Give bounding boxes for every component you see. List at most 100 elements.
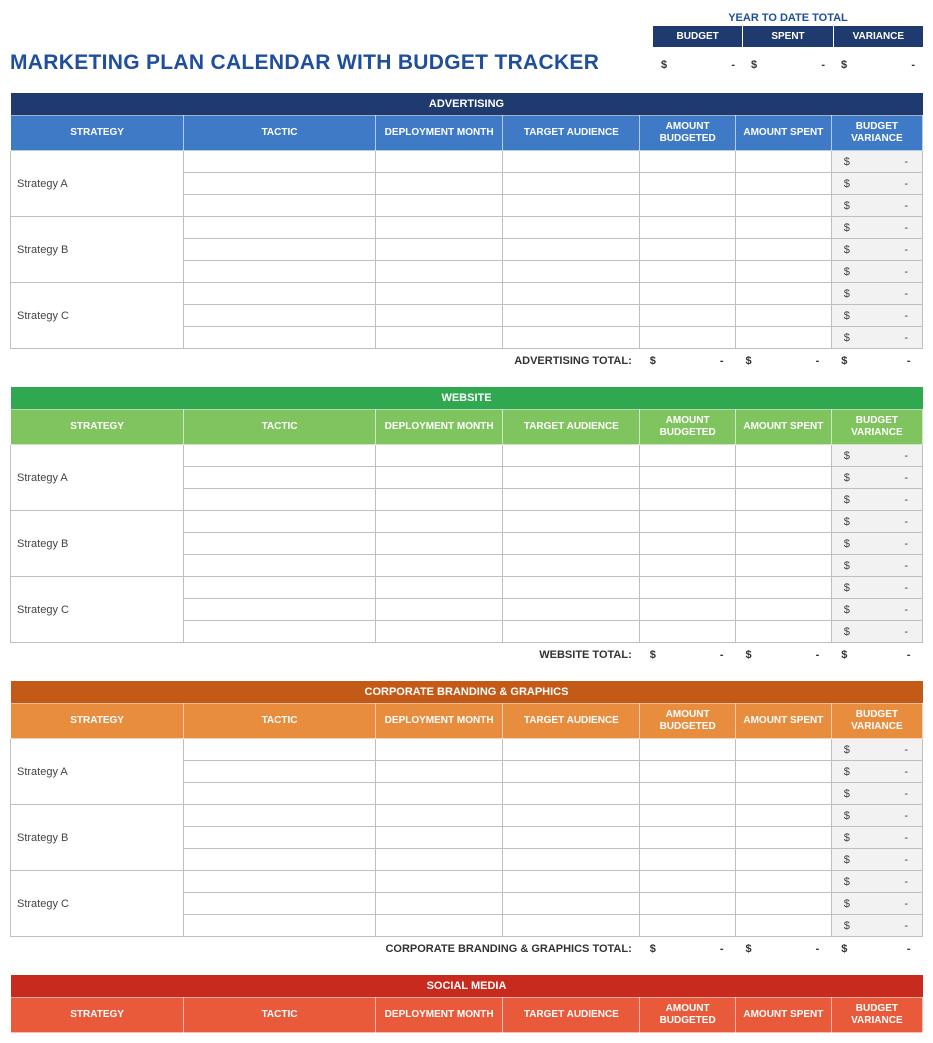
budgeted-cell[interactable] [640,599,736,621]
variance-cell[interactable]: $- [831,783,922,805]
budgeted-cell[interactable] [640,239,736,261]
money-cell[interactable]: $- [736,349,832,370]
tactic-cell[interactable] [184,217,376,239]
variance-cell[interactable]: $- [831,915,922,937]
audience-cell[interactable] [503,739,640,761]
money-cell[interactable]: $- [640,937,736,958]
strategy-cell[interactable]: Strategy B [11,217,184,283]
tactic-cell[interactable] [184,783,376,805]
spent-cell[interactable] [736,827,832,849]
audience-cell[interactable] [503,283,640,305]
audience-cell[interactable] [503,761,640,783]
deployment-cell[interactable] [375,217,503,239]
variance-cell[interactable]: $- [831,533,922,555]
variance-cell[interactable]: $- [831,327,922,349]
deployment-cell[interactable] [375,783,503,805]
variance-cell[interactable]: $- [831,577,922,599]
spent-cell[interactable] [736,195,832,217]
variance-cell[interactable]: $- [831,805,922,827]
audience-cell[interactable] [503,305,640,327]
money-cell[interactable]: $- [831,643,922,664]
spent-cell[interactable] [736,511,832,533]
tactic-cell[interactable] [184,555,376,577]
variance-cell[interactable]: $- [831,151,922,173]
variance-cell[interactable]: $- [831,599,922,621]
deployment-cell[interactable] [375,761,503,783]
tactic-cell[interactable] [184,739,376,761]
budgeted-cell[interactable] [640,739,736,761]
deployment-cell[interactable] [375,893,503,915]
audience-cell[interactable] [503,217,640,239]
tactic-cell[interactable] [184,173,376,195]
audience-cell[interactable] [503,467,640,489]
money-cell[interactable]: $- [831,937,922,958]
audience-cell[interactable] [503,849,640,871]
deployment-cell[interactable] [375,849,503,871]
strategy-cell[interactable]: Strategy C [11,577,184,643]
deployment-cell[interactable] [375,261,503,283]
deployment-cell[interactable] [375,915,503,937]
deployment-cell[interactable] [375,533,503,555]
budgeted-cell[interactable] [640,261,736,283]
variance-cell[interactable]: $- [831,827,922,849]
deployment-cell[interactable] [375,489,503,511]
tactic-cell[interactable] [184,327,376,349]
audience-cell[interactable] [503,151,640,173]
budgeted-cell[interactable] [640,445,736,467]
budgeted-cell[interactable] [640,849,736,871]
tactic-cell[interactable] [184,849,376,871]
budgeted-cell[interactable] [640,555,736,577]
money-cell[interactable]: $- [831,349,922,370]
deployment-cell[interactable] [375,445,503,467]
tactic-cell[interactable] [184,915,376,937]
audience-cell[interactable] [503,533,640,555]
strategy-cell[interactable]: Strategy A [11,739,184,805]
budgeted-cell[interactable] [640,805,736,827]
budgeted-cell[interactable] [640,283,736,305]
deployment-cell[interactable] [375,739,503,761]
audience-cell[interactable] [503,261,640,283]
spent-cell[interactable] [736,761,832,783]
spent-cell[interactable] [736,577,832,599]
tactic-cell[interactable] [184,283,376,305]
spent-cell[interactable] [736,739,832,761]
spent-cell[interactable] [736,173,832,195]
budgeted-cell[interactable] [640,783,736,805]
spent-cell[interactable] [736,327,832,349]
audience-cell[interactable] [503,827,640,849]
audience-cell[interactable] [503,489,640,511]
tactic-cell[interactable] [184,761,376,783]
audience-cell[interactable] [503,783,640,805]
budgeted-cell[interactable] [640,761,736,783]
audience-cell[interactable] [503,511,640,533]
audience-cell[interactable] [503,893,640,915]
strategy-cell[interactable]: Strategy A [11,445,184,511]
deployment-cell[interactable] [375,327,503,349]
budgeted-cell[interactable] [640,511,736,533]
budgeted-cell[interactable] [640,327,736,349]
deployment-cell[interactable] [375,283,503,305]
variance-cell[interactable]: $- [831,893,922,915]
tactic-cell[interactable] [184,489,376,511]
tactic-cell[interactable] [184,239,376,261]
spent-cell[interactable] [736,239,832,261]
audience-cell[interactable] [503,239,640,261]
deployment-cell[interactable] [375,467,503,489]
spent-cell[interactable] [736,467,832,489]
variance-cell[interactable]: $- [831,305,922,327]
variance-cell[interactable]: $- [831,217,922,239]
spent-cell[interactable] [736,261,832,283]
tactic-cell[interactable] [184,467,376,489]
budgeted-cell[interactable] [640,467,736,489]
audience-cell[interactable] [503,621,640,643]
tactic-cell[interactable] [184,827,376,849]
variance-cell[interactable]: $- [831,489,922,511]
tactic-cell[interactable] [184,261,376,283]
deployment-cell[interactable] [375,805,503,827]
variance-cell[interactable]: $- [831,261,922,283]
deployment-cell[interactable] [375,827,503,849]
spent-cell[interactable] [736,915,832,937]
deployment-cell[interactable] [375,871,503,893]
spent-cell[interactable] [736,805,832,827]
budgeted-cell[interactable] [640,915,736,937]
